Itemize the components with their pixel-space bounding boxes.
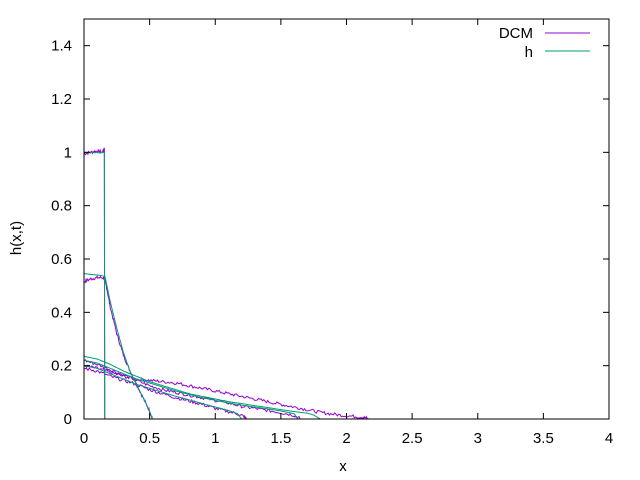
y-tick-label: 1 [64, 144, 72, 161]
x-tick-label: 2 [342, 430, 350, 447]
x-tick-label: 3.5 [533, 430, 554, 447]
y-tick-label: 0.6 [51, 251, 72, 268]
y-tick-label: 0.2 [51, 358, 72, 375]
y-axis-label: h(x,t) [8, 221, 25, 255]
series-line-h-2 [83, 355, 321, 420]
x-tick-label: 1.5 [270, 430, 291, 447]
legend-label-dcm: DCM [499, 25, 533, 42]
series-line-h-3 [83, 359, 299, 420]
y-tick-label: 0.8 [51, 198, 72, 215]
series-line-dcm-0 [83, 147, 106, 420]
y-tick-label: 0.4 [51, 304, 72, 321]
series-layer [83, 147, 370, 420]
series-line-dcm-3 [83, 359, 301, 420]
y-tick-label: 0 [64, 411, 72, 428]
x-tick-label: 2.5 [402, 430, 423, 447]
series-line-h-1 [83, 273, 153, 420]
x-tick-label: 3 [474, 430, 482, 447]
y-tick-label: 1.4 [51, 38, 72, 55]
y-tick-label: 1.2 [51, 91, 72, 108]
series-line-dcm-4 [83, 367, 248, 420]
series-line-h-0 [84, 151, 106, 420]
ticks-layer: 0 0.5 1 1.5 2 2.5 3 3.5 4 0 0.2 0.4 0.6 0.8 1 1.2 1.4 [51, 19, 613, 447]
x-tick-label: 0 [80, 430, 88, 447]
series-line-h-4 [83, 365, 242, 420]
x-tick-label: 1 [211, 430, 219, 447]
legend-label-h: h [525, 44, 533, 61]
legend: DCM h [499, 25, 590, 61]
x-tick-label: 0.5 [139, 430, 160, 447]
plot-frame [83, 18, 610, 420]
x-tick-label: 4 [605, 430, 613, 447]
x-axis-label: x [339, 458, 347, 475]
series-line-dcm-1 [83, 274, 153, 420]
